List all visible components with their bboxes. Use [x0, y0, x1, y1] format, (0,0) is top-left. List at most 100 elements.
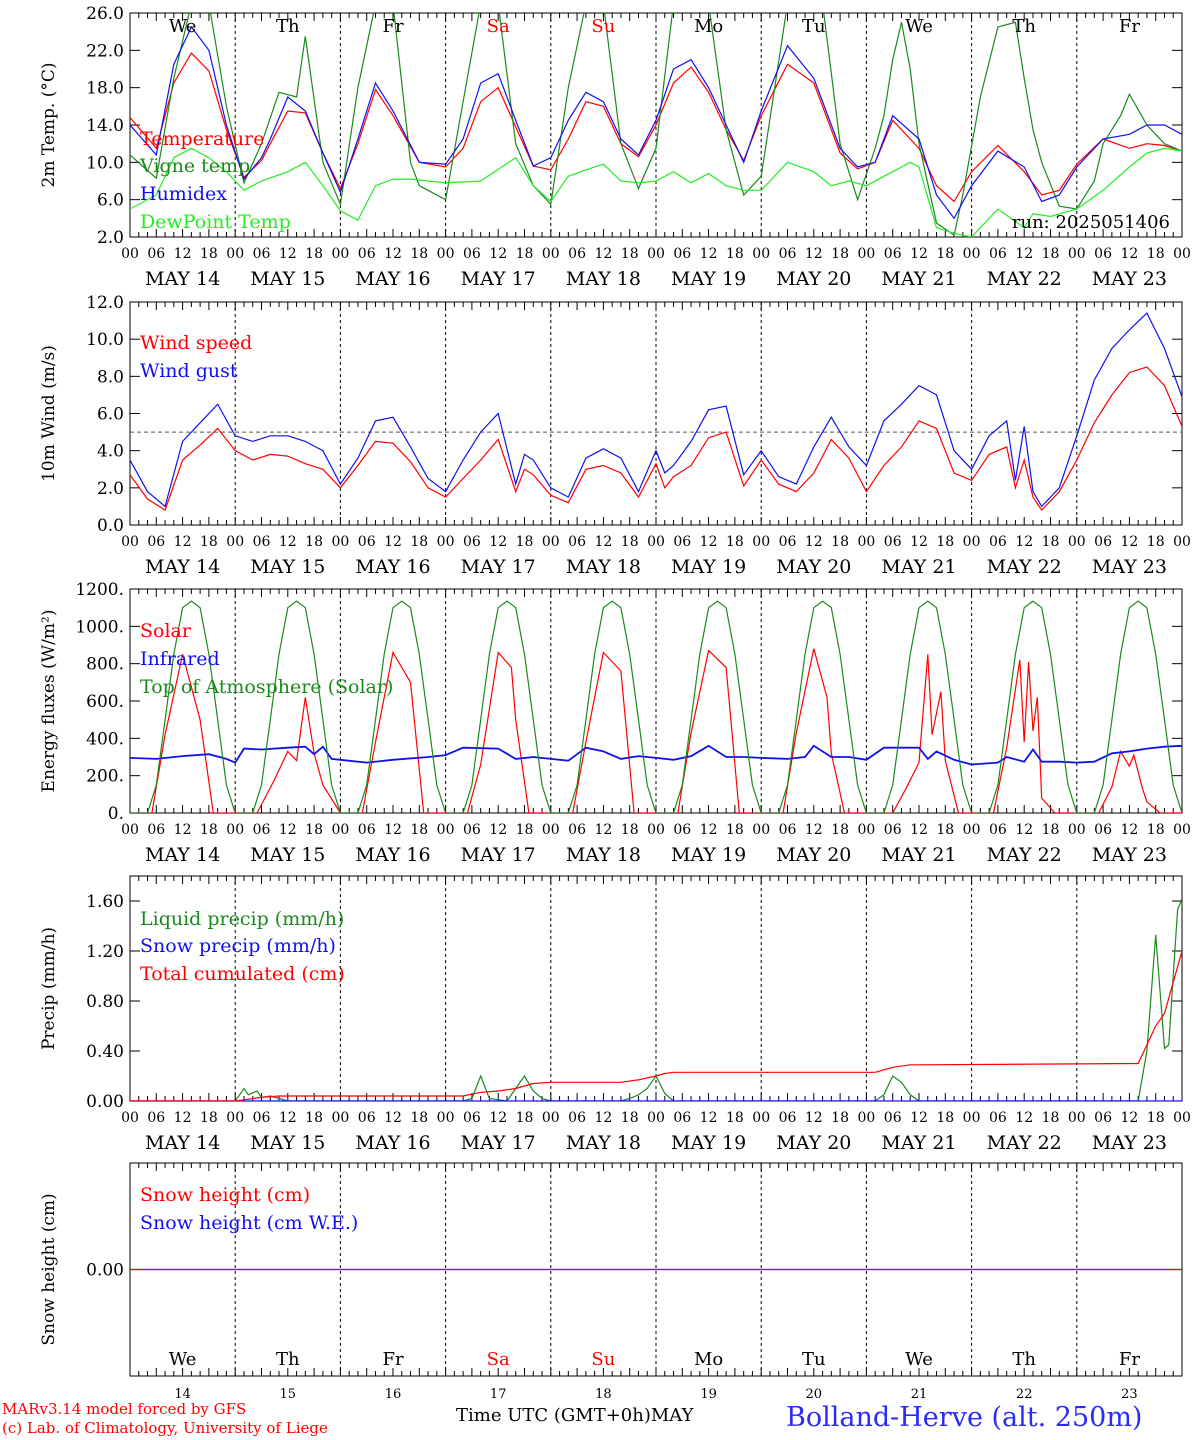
hour-tick-label: 12 [174, 1110, 192, 1126]
hour-tick-label: 00 [752, 1110, 770, 1126]
hour-tick-label: 00 [963, 1110, 981, 1126]
series-line [130, 52, 1182, 203]
y-tick-label: 600. [86, 692, 124, 712]
hour-tick-label: 00 [647, 822, 665, 838]
series-group [130, 600, 1182, 813]
hour-tick-label: 00 [647, 534, 665, 550]
hour-tick-label: 18 [200, 246, 218, 262]
date-label: MAY 17 [461, 844, 536, 866]
hour-tick-label: 06 [884, 1110, 902, 1126]
date-label: MAY 23 [1092, 268, 1167, 290]
hour-tick-label: 12 [594, 822, 612, 838]
hour-tick-label: 18 [726, 822, 744, 838]
hour-tick-label: 06 [463, 246, 481, 262]
hour-tick-label: 12 [594, 534, 612, 550]
hour-tick-label: 06 [147, 534, 165, 550]
hour-tick-label: 12 [700, 822, 718, 838]
weekday-label: Sa [487, 1349, 510, 1370]
hour-tick-label: 06 [147, 246, 165, 262]
hour-tick-label: 12 [279, 534, 297, 550]
hour-tick-label: 00 [1068, 822, 1086, 838]
day-number-label: 22 [1016, 1387, 1033, 1402]
date-label: MAY 20 [776, 844, 851, 866]
hour-tick-label: 18 [621, 1110, 639, 1126]
hour-tick-label: 12 [1015, 1110, 1033, 1126]
hour-tick-label: 12 [174, 822, 192, 838]
hour-tick-label: 00 [1068, 246, 1086, 262]
date-label: MAY 15 [250, 556, 325, 578]
date-label: MAY 18 [566, 268, 641, 290]
date-label: MAY 15 [250, 268, 325, 290]
panel-energy: 0. 200. 400. 600. 800. 1000. 1200. Energy fluxe… [39, 580, 1191, 866]
hour-tick-label: 00 [963, 534, 981, 550]
hour-tick-label: 12 [279, 1110, 297, 1126]
y-tick-label: 0. [108, 804, 124, 824]
panel-frame [129, 301, 1183, 526]
date-label: MAY 16 [355, 268, 430, 290]
y-tick-label: 6.0 [97, 191, 124, 211]
hour-tick-label: 00 [1173, 1110, 1191, 1126]
weekday-label: Fr [382, 1349, 403, 1370]
hour-tick-label: 18 [1042, 1110, 1060, 1126]
hour-tick-label: 00 [1068, 534, 1086, 550]
date-label: MAY 17 [461, 556, 536, 578]
hour-tick-label: 12 [805, 822, 823, 838]
weekday-label: Th [1012, 16, 1036, 37]
hour-tick-label: 18 [831, 246, 849, 262]
panel-snow: 0.00 Snow height (cm) Snow height (cm) Snow… [39, 1162, 1183, 1402]
date-label: MAY 18 [566, 556, 641, 578]
y-tick-label: 8.0 [97, 367, 124, 387]
hour-tick-label: 00 [226, 246, 244, 262]
hour-tick-label: 06 [989, 822, 1007, 838]
hour-tick-label: 18 [831, 822, 849, 838]
hour-tick-label: 00 [752, 534, 770, 550]
y-tick-label: 1.20 [86, 942, 124, 962]
hour-tick-label: 00 [857, 534, 875, 550]
hour-tick-label: 18 [936, 534, 954, 550]
legend-entry: Infrared [140, 648, 220, 670]
time-utc-label: Time UTC (GMT+0h) [456, 1405, 651, 1426]
footer-model-credit: MARv3.14 model forced by GFS [2, 1400, 247, 1418]
hour-tick-label: 18 [516, 534, 534, 550]
hour-tick-label: 12 [594, 246, 612, 262]
date-label: MAY 15 [250, 1132, 325, 1154]
legend-entry: Solar [140, 620, 192, 642]
hour-tick-label: 12 [1120, 534, 1138, 550]
date-label: MAY 15 [250, 844, 325, 866]
hour-tick-label: 06 [989, 246, 1007, 262]
y-tick-label: 22.0 [86, 41, 124, 61]
hour-tick-label: 06 [673, 1110, 691, 1126]
y-tick-label: 400. [86, 729, 124, 749]
weekday-label: Su [591, 16, 615, 37]
weekday-label: Fr [1119, 16, 1140, 37]
hour-tick-label: 12 [700, 246, 718, 262]
y-tick-label: 26.0 [86, 4, 124, 24]
hour-tick-label: 12 [1120, 246, 1138, 262]
y-tick-label: 2.0 [97, 228, 124, 248]
series-group [130, 898, 1182, 1101]
hour-tick-label: 06 [253, 534, 271, 550]
date-label: MAY 16 [355, 1132, 430, 1154]
y-tick-label: 4.0 [97, 442, 124, 462]
hour-tick-label: 06 [463, 822, 481, 838]
y-tick-label: 200. [86, 767, 124, 787]
y-tick-label: 0.80 [86, 992, 124, 1012]
hour-tick-label: 12 [384, 534, 402, 550]
hour-tick-label: 18 [936, 822, 954, 838]
series-line [130, 25, 1182, 220]
hour-tick-label: 00 [647, 1110, 665, 1126]
panel-wind: 0.0 2.0 4.0 6.0 8.0 10.0 12.0 10m Wind (m/s) Win… [39, 293, 1191, 578]
legend-entry: Wind speed [140, 332, 252, 354]
hour-tick-label: 12 [700, 1110, 718, 1126]
date-label: MAY 20 [776, 268, 851, 290]
hour-tick-label: 12 [910, 1110, 928, 1126]
date-label: MAY 22 [987, 844, 1062, 866]
hour-tick-label: 06 [779, 534, 797, 550]
weekday-label: Th [1012, 1349, 1036, 1370]
series-line [130, 366, 1182, 512]
date-label: MAY 14 [145, 556, 220, 578]
hour-tick-label: 00 [542, 246, 560, 262]
hour-tick-label: 06 [358, 246, 376, 262]
hour-tick-label: 06 [673, 822, 691, 838]
y-tick-label: 1200. [75, 580, 124, 600]
